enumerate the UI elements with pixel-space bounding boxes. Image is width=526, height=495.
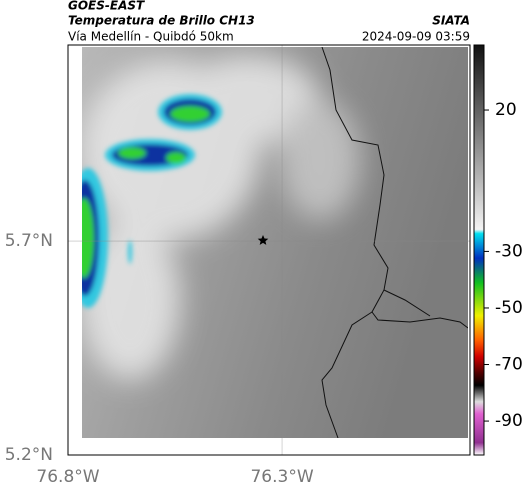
colorbar-tick-label: -70 xyxy=(495,355,523,375)
map-frame xyxy=(67,44,471,456)
source: SIATA xyxy=(432,14,470,28)
route: Vía Medellín - Quibdó 50km xyxy=(68,30,234,44)
colorbar-tick-label: -50 xyxy=(495,298,523,318)
colorbar-tick-label: -90 xyxy=(495,411,523,431)
colorbar-tick-label: -30 xyxy=(495,241,523,261)
lat-tick-label: 5.2°N xyxy=(5,445,53,465)
lon-tick-label: 76.3°W xyxy=(250,467,313,487)
title: GOES-EAST xyxy=(68,0,145,13)
lat-tick-label: 5.7°N xyxy=(5,231,53,251)
satellite-image xyxy=(82,47,468,438)
datetime: 2024-09-09 03:59 xyxy=(362,30,470,44)
subtitle: Temperatura de Brillo CH13 xyxy=(68,14,255,28)
colorbar-tick-label: 20 xyxy=(495,100,517,120)
lon-tick-label: 76.8°W xyxy=(36,467,99,487)
location-star xyxy=(257,235,269,245)
colorbar xyxy=(473,44,485,456)
